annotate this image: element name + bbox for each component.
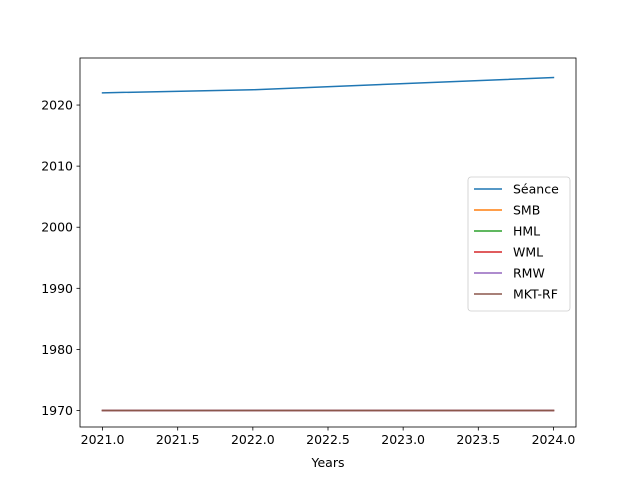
- legend-label: Séance: [513, 182, 559, 197]
- x-tick-label: 2023.5: [456, 432, 500, 447]
- x-tick-label: 2022.0: [231, 432, 275, 447]
- legend-label: HML: [513, 224, 540, 239]
- series-line-s-ance: [101, 76, 555, 94]
- x-tick-label: 2024.0: [532, 432, 576, 447]
- x-tick-label: 2021.0: [81, 432, 125, 447]
- y-tick-label: 2020: [41, 98, 73, 113]
- legend-label: SMB: [513, 203, 540, 218]
- y-tick-label: 1980: [41, 342, 73, 357]
- y-tick-label: 1990: [41, 281, 73, 296]
- x-axis-label: Years: [311, 455, 345, 470]
- x-tick-label: 2023.0: [381, 432, 425, 447]
- y-tick-label: 2010: [41, 159, 73, 174]
- legend-label: WML: [513, 245, 543, 260]
- legend-label: RMW: [513, 266, 545, 281]
- x-tick-label: 2022.5: [306, 432, 350, 447]
- x-tick-label: 2021.5: [156, 432, 200, 447]
- y-tick-label: 1970: [41, 403, 73, 418]
- legend-label: MKT-RF: [513, 287, 558, 302]
- y-tick-label: 2000: [41, 220, 73, 235]
